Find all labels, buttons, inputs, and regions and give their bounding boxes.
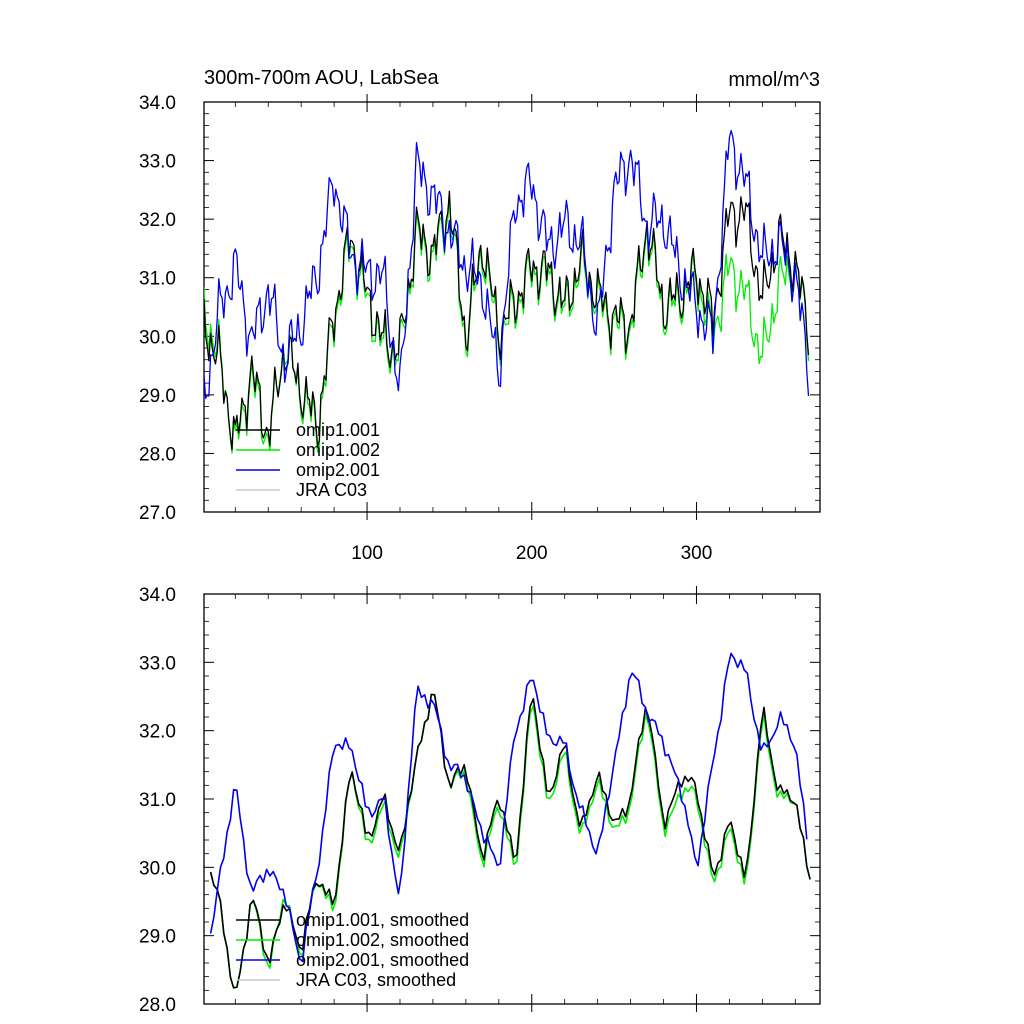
legend-label: omip2.001 bbox=[296, 460, 380, 480]
y-tick-label: 30.0 bbox=[139, 858, 176, 879]
legend-label: omip2.001, smoothed bbox=[296, 950, 469, 970]
top-panel: 27.0 28.0 29.0 30.0 31.0 32.0 33.0 34.0 100 200 30… bbox=[139, 93, 821, 564]
y-tick-label: 28.0 bbox=[139, 444, 176, 465]
y-tick-label: 27.0 bbox=[139, 503, 176, 524]
series-line bbox=[204, 196, 810, 454]
y-tick-label: 32.0 bbox=[139, 210, 176, 231]
chart-title: 300m-700m AOU, LabSea bbox=[204, 67, 439, 89]
legend-label: omip1.001 bbox=[296, 420, 380, 440]
legend-label: JRA C03, smoothed bbox=[296, 970, 456, 990]
y-tick-label: 34.0 bbox=[139, 93, 176, 114]
y-tick-label: 33.0 bbox=[139, 653, 176, 674]
y-tick-label: 33.0 bbox=[139, 152, 176, 173]
y-tick-label: 34.0 bbox=[139, 585, 176, 606]
x-tick-label: 300 bbox=[681, 543, 713, 564]
bottom-panel: 28.0 29.0 30.0 31.0 32.0 33.0 34.0 omip1.001, s… bbox=[139, 585, 821, 1016]
y-tick-label: 29.0 bbox=[139, 386, 176, 407]
y-tick-label: 30.0 bbox=[139, 327, 176, 348]
series-line bbox=[204, 129, 810, 399]
series-line bbox=[204, 190, 810, 451]
series-line bbox=[209, 652, 808, 963]
y-tick-label: 31.0 bbox=[139, 790, 176, 811]
y-tick-label: 31.0 bbox=[139, 269, 176, 290]
x-tick-label: 100 bbox=[351, 543, 383, 564]
y-tick-label: 28.0 bbox=[139, 995, 176, 1016]
legend-label: omip1.001, smoothed bbox=[296, 910, 469, 930]
legend-label: omip1.002, smoothed bbox=[296, 930, 469, 950]
x-tick-label: 200 bbox=[516, 543, 548, 564]
y-tick-label: 29.0 bbox=[139, 927, 176, 948]
y-tick-label: 32.0 bbox=[139, 722, 176, 743]
legend-label: JRA C03 bbox=[296, 480, 367, 500]
units-label: mmol/m^3 bbox=[728, 69, 820, 91]
legend-label: omip1.002 bbox=[296, 440, 380, 460]
